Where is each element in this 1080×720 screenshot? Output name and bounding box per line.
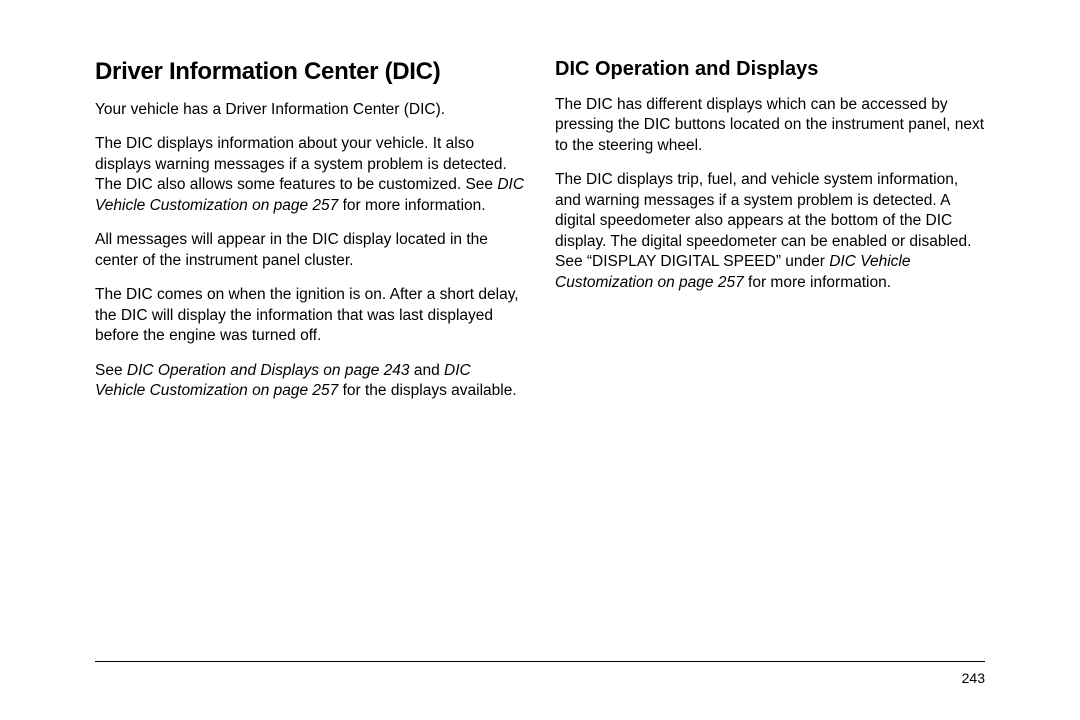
main-heading: Driver Information Center (DIC) xyxy=(95,58,525,86)
cross-reference: DIC Operation and Displays on page 243 xyxy=(127,362,410,379)
text-run: See xyxy=(95,362,127,379)
text-run: The DIC displays information about your … xyxy=(95,135,507,193)
right-column: DIC Operation and Displays The DIC has d… xyxy=(555,58,985,415)
text-run: and xyxy=(410,362,444,379)
sub-heading: DIC Operation and Displays xyxy=(555,58,985,81)
page-number: 243 xyxy=(962,670,985,686)
body-paragraph: All messages will appear in the DIC disp… xyxy=(95,230,525,271)
two-column-layout: Driver Information Center (DIC) Your veh… xyxy=(95,58,985,415)
body-paragraph: The DIC displays information about your … xyxy=(95,134,525,216)
footer-divider xyxy=(95,661,985,662)
body-paragraph: The DIC comes on when the ignition is on… xyxy=(95,285,525,346)
text-run: for more information. xyxy=(338,197,485,214)
text-run: for more information. xyxy=(744,274,891,291)
body-paragraph: Your vehicle has a Driver Information Ce… xyxy=(95,100,525,120)
left-column: Driver Information Center (DIC) Your veh… xyxy=(95,58,525,415)
body-paragraph: The DIC has different displays which can… xyxy=(555,95,985,156)
text-run: for the displays available. xyxy=(338,382,516,399)
body-paragraph: See DIC Operation and Displays on page 2… xyxy=(95,361,525,402)
body-paragraph: The DIC displays trip, fuel, and vehicle… xyxy=(555,170,985,293)
